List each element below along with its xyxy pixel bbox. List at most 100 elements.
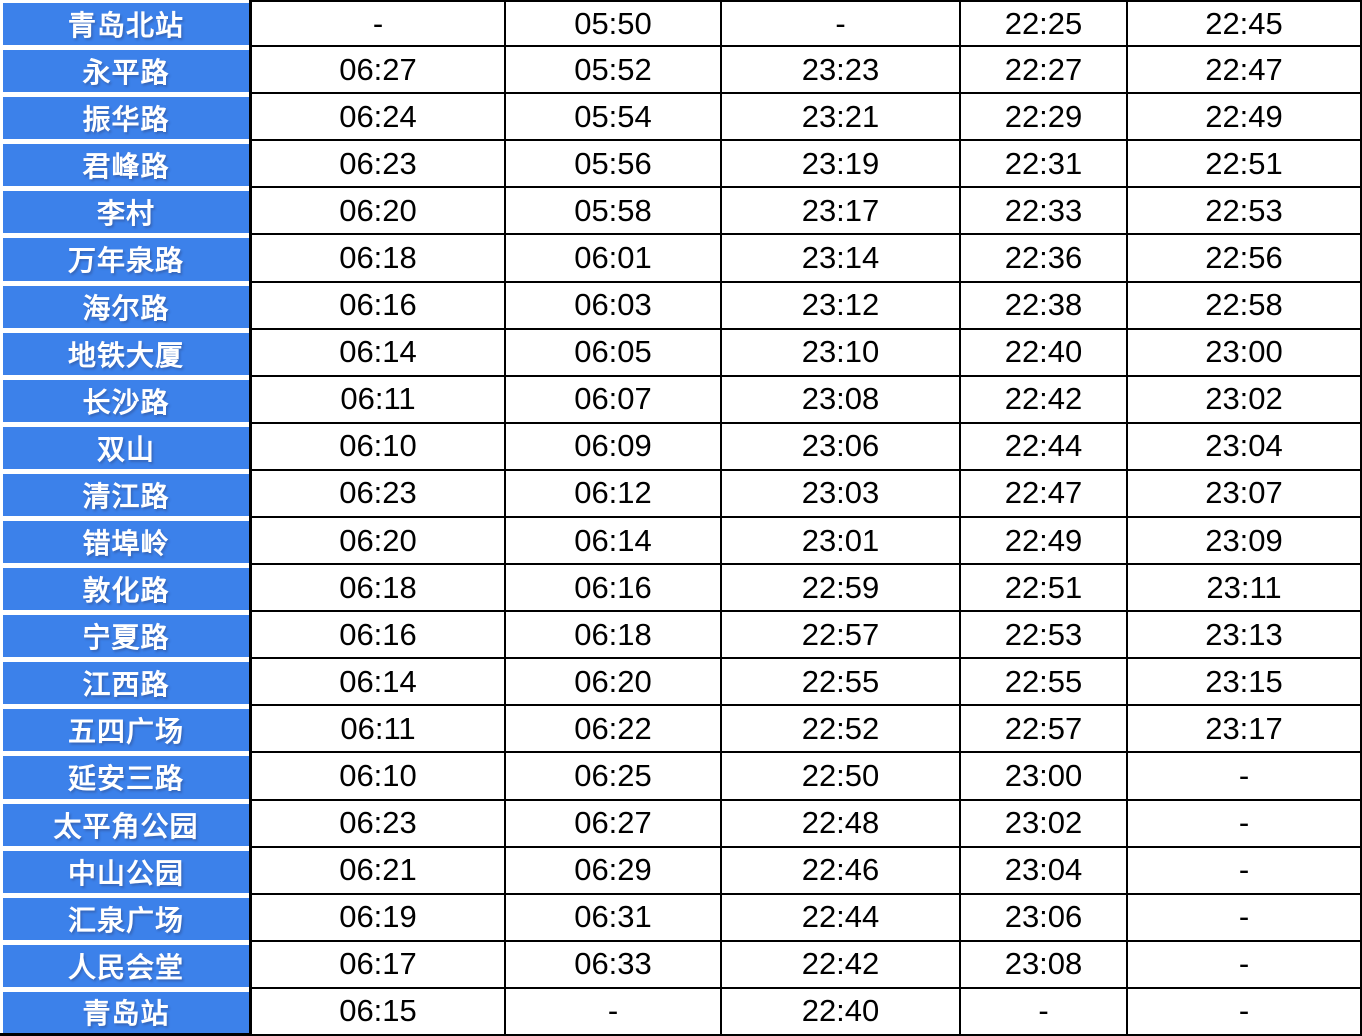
time-cell: 06:20 bbox=[249, 517, 506, 566]
time-cell: 06:07 bbox=[506, 376, 722, 424]
time-cell: 23:04 bbox=[1128, 423, 1362, 471]
time-cell: 06:16 bbox=[506, 565, 722, 613]
time-cell: 05:50 bbox=[506, 0, 722, 48]
time-cell: 23:12 bbox=[722, 282, 961, 330]
time-cell: 22:25 bbox=[961, 0, 1128, 48]
time-cell: 23:17 bbox=[722, 188, 961, 236]
station-cell: 双山 bbox=[0, 423, 249, 471]
time-cell: 22:42 bbox=[961, 376, 1128, 424]
station-name: 君峰路 bbox=[3, 144, 249, 187]
station-cell: 长沙路 bbox=[0, 376, 249, 424]
time-cell: 22:58 bbox=[1128, 282, 1362, 330]
station-name: 太平角公园 bbox=[3, 803, 249, 846]
time-cell: 05:56 bbox=[506, 141, 722, 189]
time-cell: 06:27 bbox=[249, 47, 506, 95]
station-cell: 李村 bbox=[0, 188, 249, 236]
station-cell: 敦化路 bbox=[0, 565, 249, 613]
time-cell: 22:49 bbox=[1128, 94, 1362, 142]
time-cell: 22:52 bbox=[722, 706, 961, 754]
time-cell: 06:11 bbox=[249, 706, 506, 754]
time-cell: - bbox=[1128, 753, 1362, 801]
time-cell: 22:56 bbox=[1128, 235, 1362, 283]
station-cell: 海尔路 bbox=[0, 282, 249, 330]
time-cell: 06:09 bbox=[506, 423, 722, 471]
station-cell: 地铁大厦 bbox=[0, 329, 249, 377]
time-cell: 23:02 bbox=[961, 800, 1128, 848]
station-cell: 江西路 bbox=[0, 659, 249, 707]
station-cell: 汇泉广场 bbox=[0, 894, 249, 942]
station-name: 错埠岭 bbox=[3, 520, 249, 564]
time-cell: 23:23 bbox=[722, 47, 961, 95]
time-cell: 06:21 bbox=[249, 847, 506, 895]
time-cell: 23:21 bbox=[722, 94, 961, 142]
time-cell: 22:53 bbox=[1128, 188, 1362, 236]
time-cell: 06:16 bbox=[249, 282, 506, 330]
time-cell: 23:02 bbox=[1128, 376, 1362, 424]
time-cell: 05:52 bbox=[506, 47, 722, 95]
time-cell: 06:22 bbox=[506, 706, 722, 754]
time-cell: - bbox=[249, 0, 506, 48]
station-name: 万年泉路 bbox=[3, 238, 249, 281]
station-cell: 人民会堂 bbox=[0, 941, 249, 989]
time-cell: 22:36 bbox=[961, 235, 1128, 283]
time-cell: 23:07 bbox=[1128, 470, 1362, 518]
station-name: 地铁大厦 bbox=[3, 332, 249, 375]
time-cell: 22:40 bbox=[961, 329, 1128, 377]
station-cell: 青岛北站 bbox=[0, 0, 249, 48]
time-cell: 06:11 bbox=[249, 376, 506, 424]
station-name: 宁夏路 bbox=[3, 615, 249, 658]
time-cell: - bbox=[961, 988, 1128, 1036]
time-cell: 22:40 bbox=[722, 988, 961, 1036]
time-cell: - bbox=[1128, 988, 1362, 1036]
time-cell: 06:29 bbox=[506, 847, 722, 895]
time-cell: 23:00 bbox=[1128, 329, 1362, 377]
time-cell: 22:31 bbox=[961, 141, 1128, 189]
time-cell: 23:08 bbox=[961, 941, 1128, 989]
time-cell: 06:15 bbox=[249, 988, 506, 1036]
time-cell: 05:54 bbox=[506, 94, 722, 142]
time-cell: - bbox=[506, 988, 722, 1036]
station-cell: 错埠岭 bbox=[0, 517, 249, 566]
time-cell: 06:19 bbox=[249, 894, 506, 942]
time-cell: 06:27 bbox=[506, 800, 722, 848]
station-name: 汇泉广场 bbox=[3, 897, 249, 940]
station-name: 五四广场 bbox=[3, 709, 249, 752]
station-cell: 宁夏路 bbox=[0, 612, 249, 660]
station-cell: 清江路 bbox=[0, 470, 249, 518]
time-cell: 06:14 bbox=[506, 517, 722, 566]
time-cell: 22:49 bbox=[961, 517, 1128, 566]
time-cell: - bbox=[1128, 847, 1362, 895]
time-cell: 22:50 bbox=[722, 753, 961, 801]
time-cell: 22:33 bbox=[961, 188, 1128, 236]
time-cell: 06:16 bbox=[249, 612, 506, 660]
time-cell: - bbox=[1128, 894, 1362, 942]
time-cell: 23:15 bbox=[1128, 659, 1362, 707]
station-name: 清江路 bbox=[3, 473, 249, 516]
station-name: 青岛站 bbox=[3, 991, 249, 1033]
station-name: 青岛北站 bbox=[3, 3, 249, 46]
time-cell: 23:08 bbox=[722, 376, 961, 424]
time-cell: 06:20 bbox=[249, 188, 506, 236]
time-cell: 06:12 bbox=[506, 470, 722, 518]
time-cell: 22:51 bbox=[1128, 141, 1362, 189]
station-name: 海尔路 bbox=[3, 285, 249, 328]
station-name: 人民会堂 bbox=[3, 944, 249, 987]
time-cell: 06:18 bbox=[249, 565, 506, 613]
station-name: 江西路 bbox=[3, 662, 249, 705]
station-cell: 延安三路 bbox=[0, 753, 249, 801]
time-cell: 23:14 bbox=[722, 235, 961, 283]
time-cell: 22:45 bbox=[1128, 0, 1362, 48]
station-cell: 永平路 bbox=[0, 47, 249, 95]
time-cell: 06:14 bbox=[249, 659, 506, 707]
time-cell: 23:06 bbox=[722, 423, 961, 471]
station-cell: 万年泉路 bbox=[0, 235, 249, 283]
time-cell: 23:10 bbox=[722, 329, 961, 377]
time-cell: 22:55 bbox=[722, 659, 961, 707]
time-cell: 06:23 bbox=[249, 470, 506, 518]
time-cell: 23:13 bbox=[1128, 612, 1362, 660]
time-cell: 22:57 bbox=[961, 706, 1128, 754]
time-cell: 22:46 bbox=[722, 847, 961, 895]
time-cell: 06:20 bbox=[506, 659, 722, 707]
time-cell: 22:47 bbox=[1128, 47, 1362, 95]
time-cell: 22:57 bbox=[722, 612, 961, 660]
